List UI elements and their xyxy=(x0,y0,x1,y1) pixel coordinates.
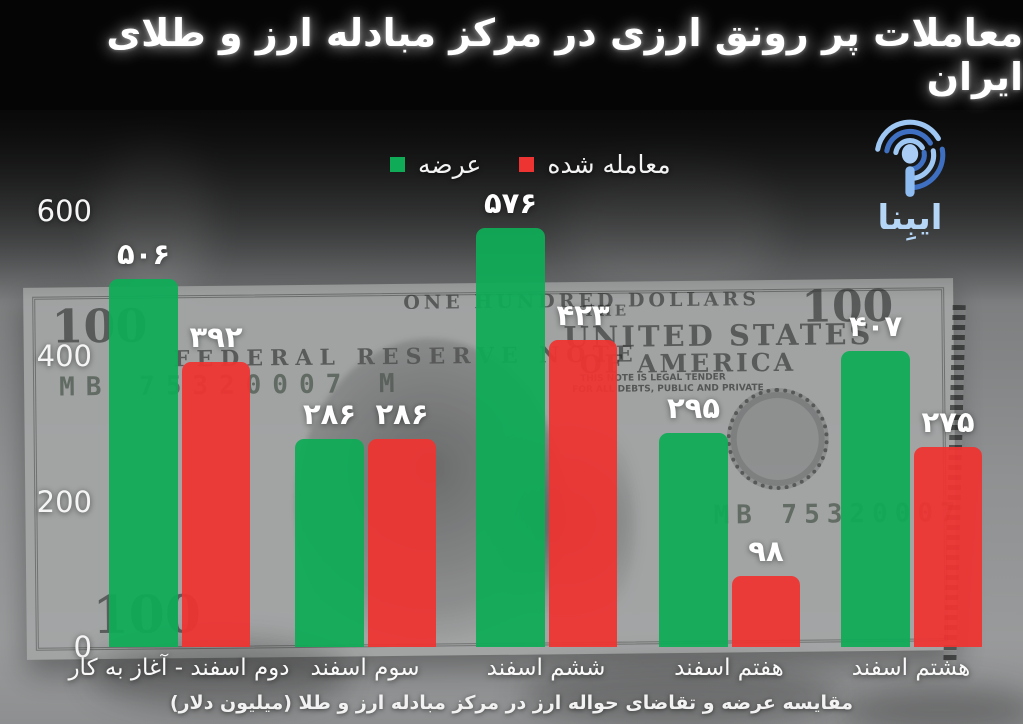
photo-shadow-blob xyxy=(520,665,840,724)
bill-legal-tender-line2: FOR ALL DEBTS, PUBLIC AND PRIVATE xyxy=(572,383,764,396)
treasury-seal xyxy=(726,387,830,491)
legend-label-supply: عرضه xyxy=(418,150,482,179)
legend-label-traded: معامله شده xyxy=(547,150,671,179)
page-title: معاملات پر رونق ارزی در مرکز مبادله ارز … xyxy=(106,11,1023,99)
chart-caption: مقایسه عرضه و تقاضای حواله ارز در مرکز م… xyxy=(169,692,854,714)
chart-legend: عرضه معامله شده xyxy=(390,150,671,179)
photo-shadow-blob xyxy=(90,640,350,710)
legend-item-traded: معامله شده xyxy=(519,150,671,179)
ibena-broadcast-icon xyxy=(875,119,946,197)
hundred-dollar-bill: 100 100 100 ONE HUNDRED DOLLARS FEDERAL … xyxy=(23,278,957,660)
bill-denomination-bottom-left: 100 xyxy=(92,584,202,647)
title-bar: معاملات پر رونق ارزی در مرکز مبادله ارز … xyxy=(0,0,1023,110)
bill-the-text: THE xyxy=(583,301,630,321)
traded-color-swatch xyxy=(519,157,535,172)
ibena-logo-text: ایبِنا xyxy=(877,198,943,238)
bill-serial-number-lower: MB 75320007 M xyxy=(713,498,957,531)
bill-legal-tender-line1: THIS NOTE IS LEGAL TENDER xyxy=(580,372,726,385)
supply-color-swatch xyxy=(390,157,405,172)
bill-denomination-top-left: 100 xyxy=(51,298,148,354)
legend-item-supply: عرضه xyxy=(390,150,481,179)
photo-shadow-blob xyxy=(840,685,1023,724)
ibena-logo: ایبِنا xyxy=(825,116,995,238)
